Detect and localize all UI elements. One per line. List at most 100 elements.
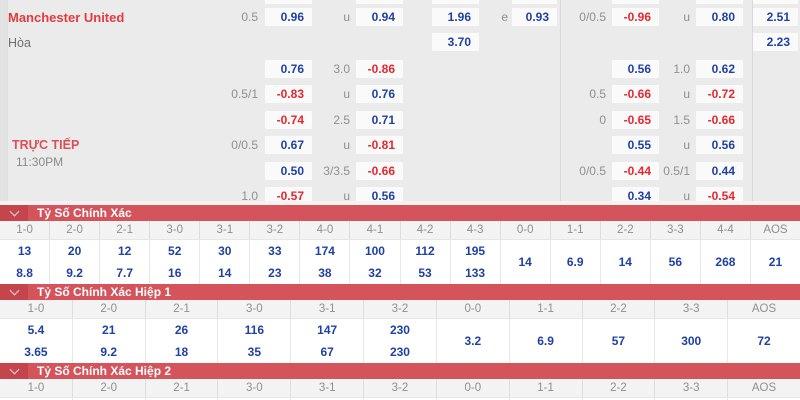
score-odds-cell[interactable]: 72 — [727, 319, 800, 363]
score-odds-value[interactable]: 13 — [17, 244, 32, 258]
odds-box[interactable]: 0.56 — [612, 60, 659, 78]
odds-box[interactable]: -0.57 — [265, 187, 312, 205]
odds-box[interactable]: -0.81 — [356, 136, 403, 154]
score-odds-cell[interactable]: 14 — [499, 240, 550, 284]
odds-box[interactable]: 0.76 — [356, 85, 403, 103]
score-odds-cell[interactable]: 195 133 — [449, 240, 500, 284]
odds-box[interactable]: 0.93 — [512, 8, 557, 26]
score-odds-value[interactable]: 18 — [174, 345, 189, 359]
score-odds-value[interactable]: 35 — [247, 345, 262, 359]
score-odds-value[interactable]: 12 — [117, 244, 132, 258]
score-odds-cell[interactable]: 5.4 3.65 — [0, 319, 72, 363]
score-odds-value[interactable]: 14 — [218, 266, 232, 280]
score-odds-value[interactable]: 72 — [757, 334, 771, 348]
score-odds-value[interactable]: 30 — [218, 244, 232, 258]
odds-box[interactable]: 0.94 — [356, 8, 403, 26]
section-header[interactable]: Tỷ Số Chính Xác Hiệp 1 — [0, 284, 800, 300]
score-odds-cell[interactable]: 30 14 — [199, 240, 249, 284]
score-odds-cell[interactable]: 230 230 — [363, 319, 436, 363]
score-odds-value[interactable]: 56 — [668, 255, 683, 269]
score-odds-cell[interactable]: 112 53 — [399, 240, 450, 284]
odds-box[interactable]: 0.67 — [265, 136, 312, 154]
score-odds-value[interactable]: 112 — [415, 244, 435, 258]
score-odds-cell[interactable]: 116 35 — [217, 319, 290, 363]
score-odds-cell[interactable]: 12 7.7 — [99, 240, 149, 284]
score-odds-cell[interactable]: 56 — [649, 240, 700, 284]
score-odds-value[interactable]: 9.2 — [66, 266, 83, 280]
score-odds-value[interactable]: 7.7 — [116, 266, 133, 280]
chevron-down-icon[interactable] — [0, 284, 28, 300]
score-odds-value[interactable]: 14 — [518, 255, 532, 269]
score-odds-value[interactable]: 38 — [318, 266, 332, 280]
score-odds-value[interactable]: 300 — [681, 334, 702, 348]
score-odds-cell[interactable]: 21 — [749, 240, 800, 284]
score-odds-value[interactable]: 3.2 — [464, 334, 482, 348]
chevron-down-icon[interactable] — [0, 363, 28, 379]
score-odds-cell[interactable]: 268 — [699, 240, 750, 284]
odds-box[interactable]: 0.55 — [612, 136, 659, 154]
odds-box[interactable]: 0.96 — [265, 8, 312, 26]
score-odds-value[interactable]: 67 — [320, 345, 334, 359]
score-odds-value[interactable]: 147 — [317, 323, 338, 337]
odds-box[interactable]: 0.76 — [265, 60, 312, 78]
score-odds-value[interactable]: 6.9 — [537, 334, 554, 348]
score-odds-cell[interactable]: 26 18 — [144, 319, 218, 363]
odds-box[interactable]: -0.83 — [265, 85, 312, 103]
score-odds-cell[interactable]: 300 — [654, 319, 727, 363]
odds-box[interactable]: -0.96 — [612, 8, 659, 26]
odds-box[interactable]: -0.86 — [356, 60, 403, 78]
score-odds-value[interactable]: 9.2 — [100, 345, 118, 359]
score-odds-value[interactable]: 100 — [364, 244, 385, 258]
odds-box[interactable]: 2.51 — [753, 8, 798, 26]
odds-box[interactable]: 0.50 — [265, 162, 312, 180]
odds-box[interactable]: 0.80 — [696, 8, 743, 26]
score-odds-cell[interactable]: 52 16 — [149, 240, 199, 284]
score-odds-value[interactable]: 6.9 — [566, 255, 584, 269]
odds-box[interactable]: 0.34 — [612, 187, 659, 205]
score-odds-cell[interactable]: 100 32 — [349, 240, 399, 284]
odds-box[interactable]: 0.62 — [696, 60, 743, 78]
score-odds-cell[interactable]: 6.9 — [549, 240, 600, 284]
score-odds-value[interactable]: 23 — [268, 266, 282, 280]
score-odds-value[interactable]: 53 — [418, 266, 432, 280]
odds-box[interactable]: -0.74 — [265, 111, 312, 129]
odds-box[interactable]: -0.66 — [356, 162, 403, 180]
score-odds-cell[interactable]: 13 8.8 — [0, 240, 49, 284]
odds-box[interactable]: 0.56 — [696, 136, 743, 154]
score-odds-value[interactable]: 16 — [168, 266, 182, 280]
score-odds-value[interactable]: 8.8 — [16, 266, 33, 280]
score-odds-value[interactable]: 268 — [715, 255, 736, 269]
score-odds-value[interactable]: 133 — [465, 266, 486, 280]
odds-box[interactable]: -0.66 — [612, 85, 659, 103]
score-odds-cell[interactable]: 174 38 — [299, 240, 349, 284]
score-odds-value[interactable]: 33 — [268, 244, 282, 258]
score-odds-cell[interactable]: 21 9.2 — [71, 319, 145, 363]
odds-box[interactable]: 1.96 — [432, 8, 479, 26]
odds-box[interactable]: -0.54 — [696, 187, 743, 205]
score-odds-cell[interactable]: 3.2 — [435, 319, 509, 363]
odds-box[interactable]: 2.23 — [753, 33, 798, 51]
score-odds-value[interactable]: 5.4 — [27, 323, 45, 337]
score-odds-value[interactable]: 20 — [67, 244, 82, 258]
chevron-down-icon[interactable] — [0, 205, 28, 221]
odds-box[interactable]: -0.66 — [696, 111, 743, 129]
score-odds-value[interactable]: 21 — [768, 255, 783, 269]
score-odds-cell[interactable]: 20 9.2 — [49, 240, 99, 284]
odds-box[interactable]: -0.44 — [612, 162, 659, 180]
odds-box[interactable]: 0.44 — [696, 162, 743, 180]
home-team-name[interactable]: Manchester United — [8, 10, 125, 25]
score-odds-value[interactable]: 174 — [314, 244, 335, 258]
score-odds-value[interactable]: 32 — [368, 266, 382, 280]
odds-box[interactable]: 0.56 — [356, 187, 403, 205]
score-odds-value[interactable]: 230 — [389, 323, 410, 337]
score-odds-value[interactable]: 116 — [244, 323, 265, 337]
score-odds-value[interactable]: 14 — [618, 255, 632, 269]
odds-box[interactable]: -0.72 — [696, 85, 743, 103]
odds-box[interactable]: 0.71 — [356, 111, 403, 129]
score-odds-cell[interactable]: 147 67 — [290, 319, 363, 363]
score-odds-cell[interactable]: 33 23 — [249, 240, 299, 284]
odds-box[interactable]: 3.70 — [432, 33, 479, 51]
score-odds-value[interactable]: 26 — [174, 323, 189, 337]
score-odds-value[interactable]: 3.65 — [24, 345, 48, 359]
score-odds-cell[interactable]: 14 — [599, 240, 650, 284]
